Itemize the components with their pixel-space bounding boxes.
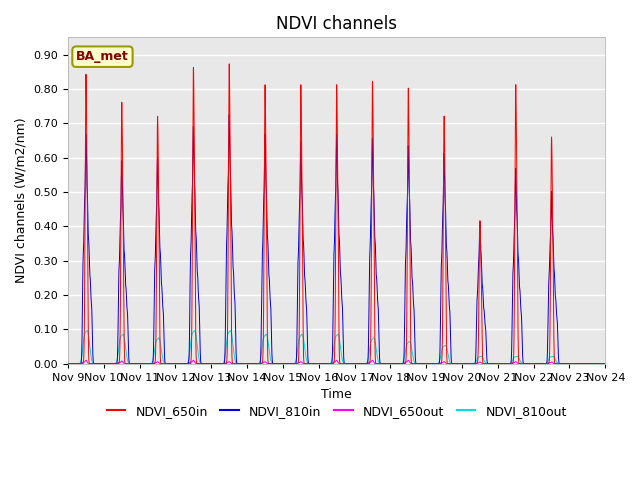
Y-axis label: NDVI channels (W/m2/nm): NDVI channels (W/m2/nm)	[15, 118, 28, 283]
X-axis label: Time: Time	[321, 388, 352, 401]
Text: BA_met: BA_met	[76, 50, 129, 63]
Legend: NDVI_650in, NDVI_810in, NDVI_650out, NDVI_810out: NDVI_650in, NDVI_810in, NDVI_650out, NDV…	[102, 400, 572, 423]
Title: NDVI channels: NDVI channels	[276, 15, 397, 33]
